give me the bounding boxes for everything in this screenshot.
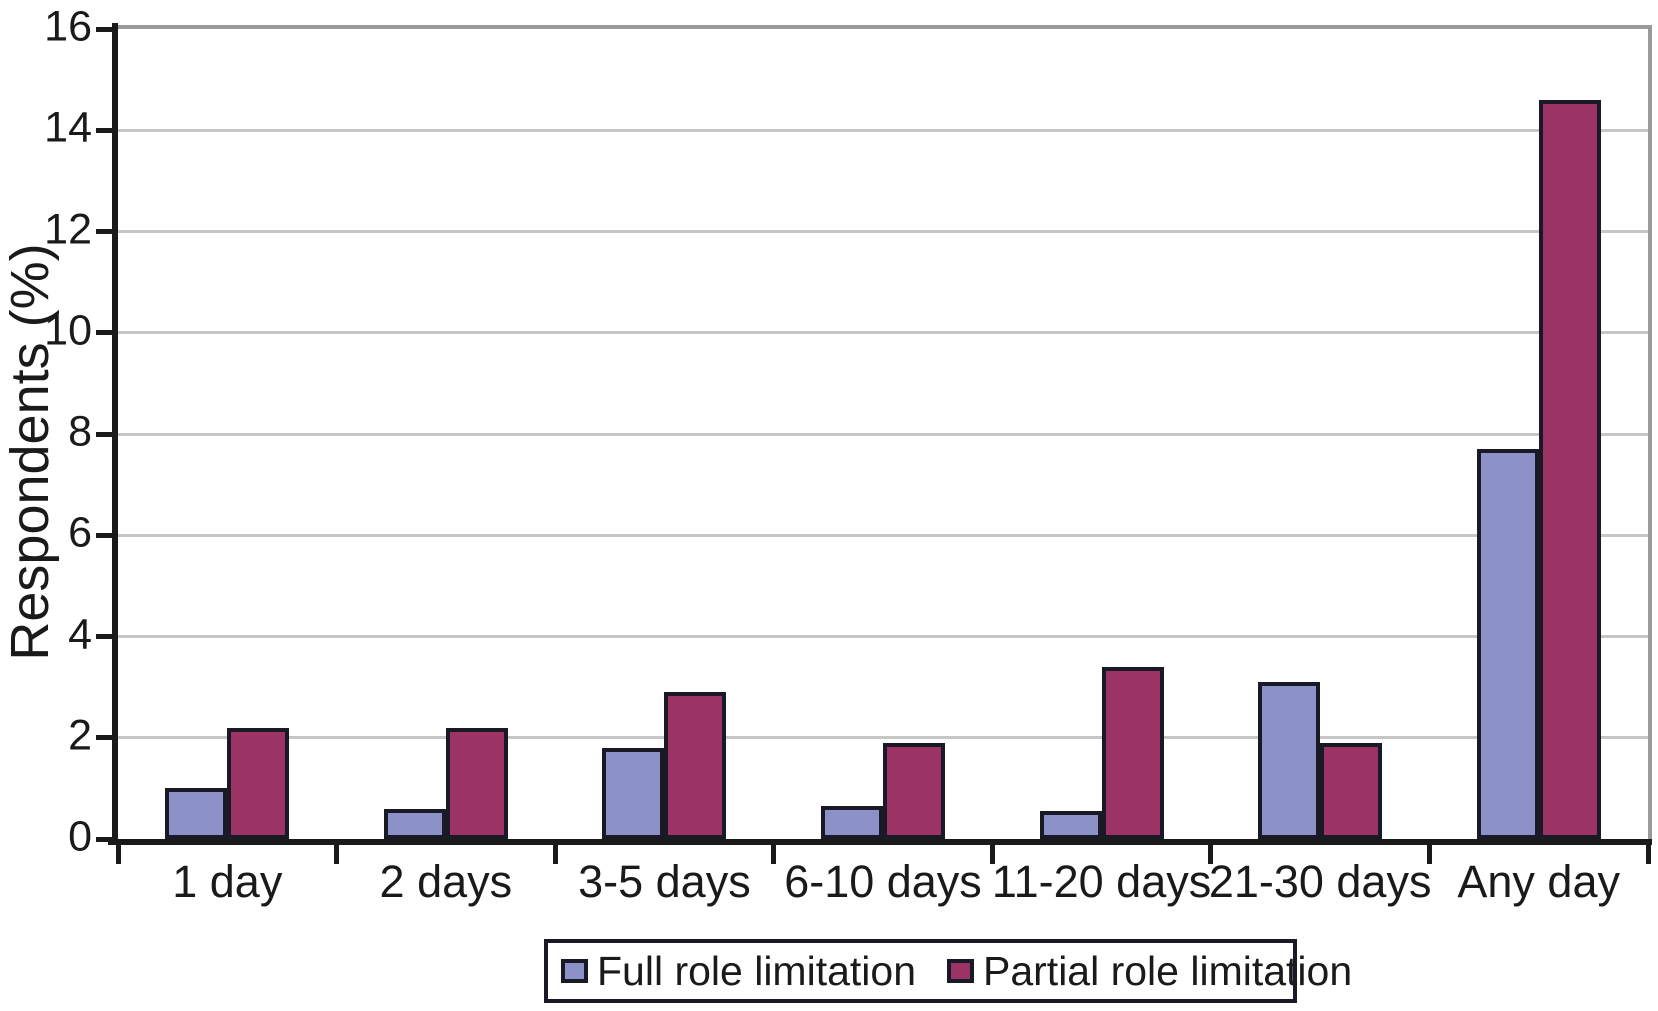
gridline-10 — [118, 331, 1648, 335]
legend-label: Partial role limitation — [983, 947, 1353, 994]
bar-full-2-days — [383, 808, 446, 839]
bar-partial-11-20-days — [1101, 666, 1164, 839]
legend: Full role limitation Partial role limita… — [544, 939, 1352, 1003]
y-tick-label-10: 10 — [44, 306, 92, 355]
x-tick-5 — [1208, 845, 1214, 864]
y-tick-6 — [96, 532, 112, 538]
y-tick-8 — [96, 431, 112, 437]
y-axis-line — [112, 23, 118, 845]
legend-item-full-role-limitation: Full role limitation — [561, 948, 916, 995]
legend-item-partial-role-limitation: Partial role limitation — [947, 948, 1352, 995]
x-tick-3 — [771, 845, 777, 864]
y-tick-label-2: 2 — [68, 711, 92, 760]
bar-full-11-20-days — [1039, 811, 1102, 839]
x-axis-label-11-20-days: 11-20 days — [991, 856, 1212, 907]
y-tick-14 — [96, 127, 112, 133]
y-tick-2 — [96, 735, 112, 741]
gridline-12 — [118, 230, 1648, 233]
bars-layer — [118, 29, 1648, 839]
x-tick-6 — [1426, 845, 1432, 864]
x-axis-label-21-30-days: 21-30 days — [1208, 856, 1432, 907]
gridline-2 — [118, 736, 1648, 740]
y-tick-10 — [96, 330, 112, 336]
x-axis-label-3-5-days: 3-5 days — [578, 856, 751, 907]
x-axis-label-Any-day: Any day — [1457, 856, 1620, 907]
y-tick-12 — [96, 229, 112, 234]
bar-partial-2-days — [445, 727, 508, 839]
y-tick-16 — [96, 26, 112, 32]
x-tick-4 — [989, 845, 995, 864]
gridline-8 — [118, 432, 1648, 436]
bar-full-1-day — [165, 788, 228, 839]
y-tick-label-8: 8 — [68, 407, 92, 456]
x-axis-label-1-day: 1 day — [172, 856, 283, 907]
x-tick-1 — [334, 845, 340, 864]
gridline-6 — [118, 533, 1648, 537]
gridline-4 — [118, 635, 1648, 638]
y-tick-label-16: 16 — [44, 2, 92, 51]
legend-swatch-full-role-limitation — [561, 959, 588, 983]
gridlines-layer — [118, 29, 1648, 839]
x-axis-line — [108, 839, 1652, 845]
x-axis-label-6-10-days: 6-10 days — [784, 856, 982, 907]
plot-area — [118, 25, 1652, 839]
y-tick-label-14: 14 — [44, 103, 92, 152]
bar-partial-1-day — [227, 727, 290, 839]
bar-full-21-30-days — [1258, 682, 1321, 839]
bar-full-6-10-days — [821, 806, 883, 839]
y-tick-label-0: 0 — [68, 812, 92, 861]
bar-partial-3-5-days — [664, 692, 727, 839]
bar-full-3-5-days — [602, 747, 665, 839]
y-tick-label-4: 4 — [68, 610, 92, 659]
bar-full-Any-day — [1476, 449, 1539, 839]
x-tick-7 — [1645, 845, 1651, 864]
y-tick-label-6: 6 — [68, 508, 92, 557]
y-tick-label-12: 12 — [44, 205, 92, 254]
gridline-14 — [118, 128, 1648, 132]
y-tick-4 — [96, 634, 112, 639]
y-tick-0 — [96, 836, 112, 842]
x-tick-0 — [115, 845, 121, 864]
legend-label: Full role limitation — [597, 947, 916, 994]
x-axis-label-2-days: 2 days — [379, 856, 513, 907]
x-tick-2 — [552, 845, 558, 864]
legend-swatch-partial-role-limitation — [947, 959, 974, 983]
bar-partial-21-30-days — [1320, 742, 1383, 839]
bar-partial-Any-day — [1538, 99, 1601, 839]
bar-partial-6-10-days — [883, 742, 945, 839]
